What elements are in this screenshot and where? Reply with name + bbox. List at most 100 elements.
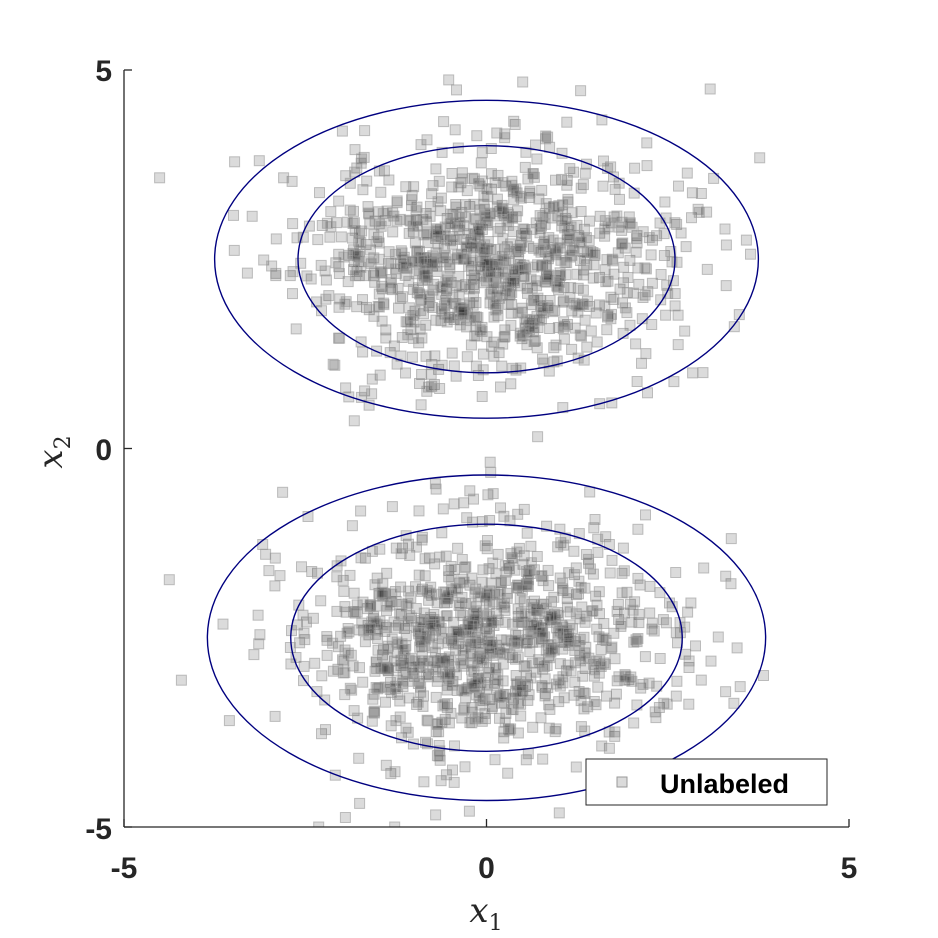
- data-point: [437, 700, 449, 712]
- data-point: [370, 656, 382, 668]
- data-point: [394, 608, 406, 620]
- data-point: [670, 627, 682, 639]
- data-point: [486, 616, 498, 628]
- data-point: [263, 565, 275, 577]
- data-point: [514, 243, 526, 254]
- data-point: [498, 254, 510, 266]
- data-point: [457, 650, 469, 661]
- data-point: [527, 721, 539, 733]
- data-point: [453, 224, 465, 236]
- data-point: [697, 367, 709, 379]
- data-point: [670, 567, 682, 578]
- data-point: [414, 378, 425, 389]
- data-point: [568, 242, 580, 254]
- data-point: [416, 655, 428, 667]
- data-point: [630, 338, 642, 350]
- data-point: [416, 531, 428, 543]
- data-point: [390, 622, 402, 634]
- data-point: [420, 669, 432, 681]
- data-point: [492, 678, 504, 690]
- data-point: [499, 597, 511, 609]
- data-point: [553, 284, 565, 296]
- data-point: [672, 309, 684, 321]
- data-point: [287, 266, 299, 278]
- data-point: [444, 218, 456, 230]
- data-point: [298, 675, 309, 687]
- y-tick-label: 5: [95, 55, 112, 88]
- data-point: [523, 689, 535, 701]
- data-point: [572, 306, 584, 318]
- data-point: [380, 696, 391, 708]
- data-point: [631, 636, 643, 648]
- data-point: [616, 587, 628, 599]
- data-point: [420, 736, 431, 748]
- data-point: [644, 580, 656, 592]
- data-point: [535, 313, 547, 325]
- data-point: [545, 243, 557, 255]
- data-point: [321, 631, 333, 643]
- data-point: [316, 670, 328, 682]
- data-point: [624, 319, 636, 331]
- data-point: [578, 703, 590, 715]
- data-point: [465, 234, 477, 246]
- data-point: [528, 602, 540, 614]
- data-point: [388, 340, 400, 352]
- data-point: [574, 613, 586, 625]
- data-point: [362, 620, 374, 631]
- data-points: [154, 74, 769, 827]
- data-point: [598, 632, 610, 644]
- data-point: [443, 311, 455, 323]
- data-point: [468, 198, 480, 210]
- data-point: [497, 233, 509, 245]
- data-point: [637, 226, 649, 238]
- data-point: [600, 531, 612, 543]
- data-point: [515, 698, 527, 710]
- data-point: [505, 307, 517, 319]
- data-point: [402, 329, 414, 341]
- data-point: [654, 653, 666, 664]
- data-point: [466, 664, 477, 676]
- data-point: [548, 591, 560, 603]
- data-point: [327, 358, 339, 370]
- data-point: [590, 307, 602, 319]
- data-point: [357, 294, 368, 306]
- data-point: [521, 527, 533, 539]
- data-point: [461, 241, 473, 253]
- data-point: [520, 146, 532, 158]
- data-point: [440, 249, 452, 261]
- data-point: [306, 566, 318, 577]
- data-point: [728, 697, 740, 709]
- data-point: [463, 260, 475, 272]
- data-point: [394, 213, 406, 225]
- data-point: [535, 712, 547, 724]
- data-point: [413, 569, 425, 581]
- contour-ellipse: [213, 99, 760, 419]
- data-point: [624, 218, 636, 230]
- data-point: [584, 215, 595, 227]
- data-point: [579, 688, 591, 700]
- data-point: [163, 574, 175, 586]
- data-point: [461, 321, 473, 333]
- data-point: [437, 281, 449, 293]
- data-point: [448, 360, 460, 372]
- data-point: [316, 728, 327, 740]
- data-point: [636, 357, 647, 369]
- data-point: [608, 171, 619, 183]
- data-point: [348, 264, 359, 276]
- data-point: [439, 586, 451, 598]
- data-point: [555, 270, 567, 282]
- data-point: [553, 807, 565, 819]
- data-point: [368, 706, 380, 718]
- data-point: [631, 376, 643, 387]
- data-point: [373, 253, 385, 265]
- data-point: [599, 300, 611, 312]
- data-point: [375, 220, 387, 232]
- data-point: [338, 585, 350, 597]
- data-point: [646, 617, 658, 629]
- data-point: [562, 319, 573, 330]
- data-point: [549, 726, 561, 738]
- data-point: [665, 246, 677, 257]
- data-point: [497, 177, 509, 189]
- data-point: [577, 179, 589, 191]
- data-point: [461, 512, 473, 524]
